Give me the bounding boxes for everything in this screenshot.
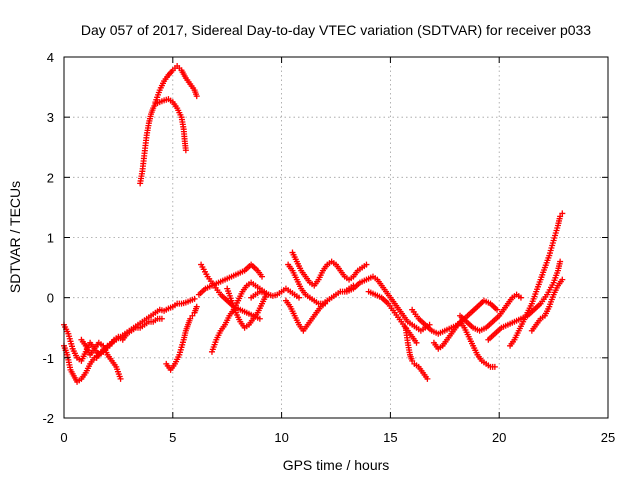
data-point <box>424 375 431 382</box>
series-track-19 <box>409 297 501 337</box>
data-point <box>193 303 200 310</box>
y-tick-label: 3 <box>47 110 54 125</box>
x-tick-label: 5 <box>169 430 176 445</box>
data-point <box>413 339 420 346</box>
data-point <box>559 210 566 217</box>
y-tick-label: -2 <box>42 411 54 426</box>
series-track-8 <box>195 261 266 298</box>
data-marks <box>61 63 566 385</box>
data-point <box>363 261 370 268</box>
data-point <box>191 295 198 302</box>
data-point <box>259 273 266 280</box>
data-point <box>117 375 124 382</box>
series-track-6 <box>152 63 200 106</box>
data-point <box>557 258 564 265</box>
series-track-21 <box>457 291 524 334</box>
data-point <box>559 276 566 283</box>
x-tick-label: 20 <box>492 430 506 445</box>
series-track-11 <box>224 285 270 331</box>
x-axis-label: GPS time / hours <box>283 457 390 473</box>
series-track-20 <box>430 318 498 370</box>
series-track-14 <box>282 297 329 334</box>
series-track-5 <box>137 96 189 187</box>
data-point <box>409 357 416 364</box>
grid-lines <box>64 57 608 418</box>
series-track-15 <box>289 249 370 289</box>
data-point <box>158 315 165 322</box>
data-point <box>322 300 329 307</box>
axis-ticks <box>63 56 609 419</box>
series-track-24 <box>528 276 566 334</box>
y-tick-label: 2 <box>47 170 54 185</box>
series-track-3 <box>78 336 124 382</box>
chart-title: Day 057 of 2017, Sidereal Day-to-day VTE… <box>81 22 591 38</box>
x-tick-label: 25 <box>601 430 615 445</box>
y-tick-label: 0 <box>47 291 54 306</box>
data-point <box>517 294 524 301</box>
series-track-13 <box>285 261 357 307</box>
series-track-4 <box>93 315 165 361</box>
data-point <box>296 294 303 301</box>
tick-labels: 0 5 10 15 20 25 -2 -1 0 1 2 3 4 <box>42 50 615 445</box>
y-axis-label: SDTVAR / TECUs <box>7 181 23 293</box>
data-point <box>182 147 189 154</box>
y-tick-label: 1 <box>47 231 54 246</box>
data-point <box>557 213 564 220</box>
data-point <box>494 306 501 313</box>
y-tick-label: -1 <box>42 351 54 366</box>
data-point <box>187 315 194 322</box>
data-point <box>189 312 196 319</box>
data-point <box>256 315 263 322</box>
series-track-7 <box>163 303 200 373</box>
series-track-1 <box>61 342 107 385</box>
series-track-16 <box>343 273 433 334</box>
series-track-12 <box>248 285 303 301</box>
series-track-23 <box>507 210 566 349</box>
x-tick-label: 10 <box>274 430 288 445</box>
series-track-22 <box>485 258 564 343</box>
x-tick-label: 15 <box>383 430 397 445</box>
y-tick-label: 4 <box>47 50 54 65</box>
x-tick-label: 0 <box>60 430 67 445</box>
series-track-18 <box>402 324 431 382</box>
data-point <box>193 93 200 100</box>
data-point <box>491 363 498 370</box>
